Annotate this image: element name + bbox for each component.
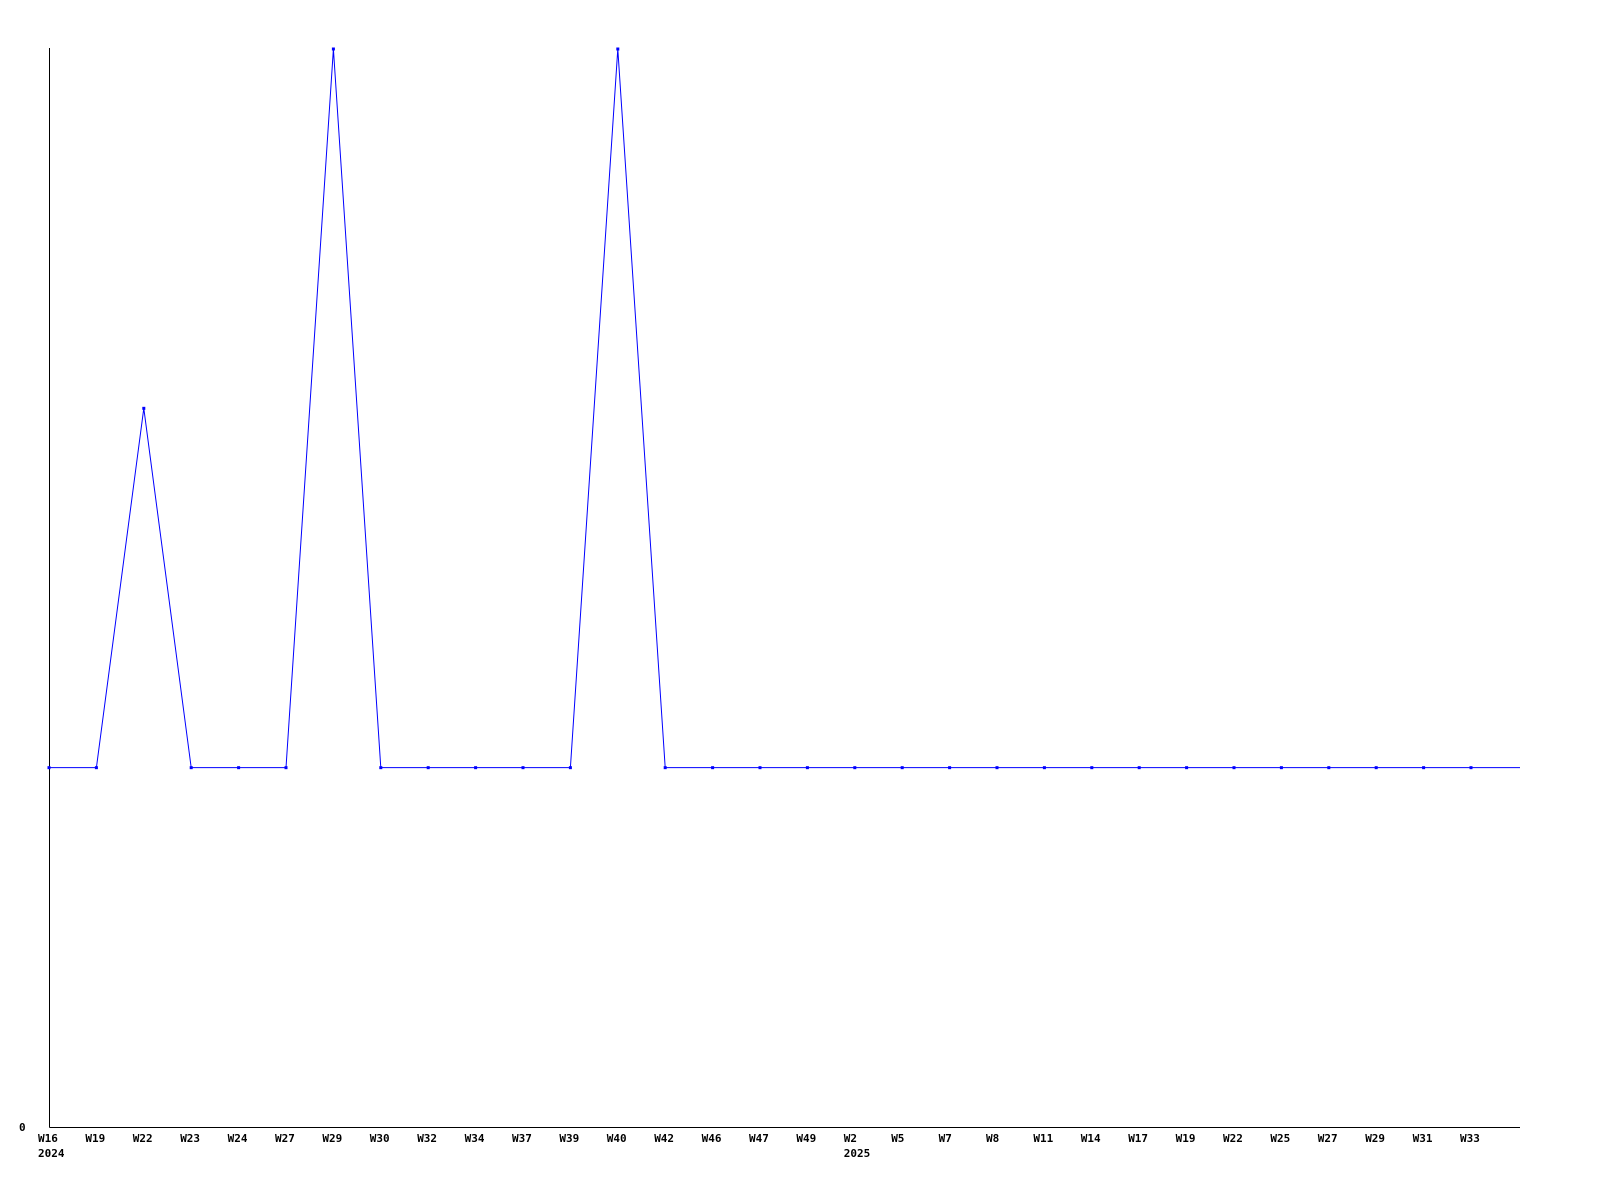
x-tick-label: W29 [1365,1132,1385,1145]
x-tick-label: W46 [702,1132,722,1145]
x-tick-label: W19 [85,1132,105,1145]
data-point [1137,766,1141,770]
x-tick-label: W8 [986,1132,999,1145]
x-tick-label: W33 [1460,1132,1480,1145]
data-point [1042,766,1046,770]
x-tick-label: W34 [465,1132,485,1145]
x-tick-label: W23 [180,1132,200,1145]
data-point [1469,766,1473,770]
data-point [1279,766,1283,770]
series-line [49,48,1520,769]
x-tick-label: W27 [275,1132,295,1145]
data-point [1185,766,1189,770]
data-point [47,766,51,770]
x-tick-label: W19 [1176,1132,1196,1145]
data-point [331,47,335,51]
data-point [189,766,193,770]
data-point [474,766,478,770]
x-tick-label: W40 [607,1132,627,1145]
data-point [711,766,715,770]
x-tick-label: W32 [417,1132,437,1145]
data-point [853,766,857,770]
data-point [94,766,98,770]
data-point [900,766,904,770]
data-point [379,766,383,770]
data-point [758,766,762,770]
x-tick-label: W31 [1413,1132,1433,1145]
data-point [1374,766,1378,770]
data-point [1090,766,1094,770]
data-point [521,766,525,770]
x-tick-label: W7 [939,1132,952,1145]
data-point [426,766,430,770]
data-point [995,766,999,770]
x-tick-label: W24 [228,1132,248,1145]
data-point [142,406,146,410]
x-tick-label: W2 [844,1132,857,1145]
x-tick-label: W37 [512,1132,532,1145]
x-tick-label: W29 [322,1132,342,1145]
x-tick-label: W14 [1081,1132,1101,1145]
x-tick-label: W27 [1318,1132,1338,1145]
data-point [805,766,809,770]
x-tick-label: W11 [1033,1132,1053,1145]
x-tick-label: W42 [654,1132,674,1145]
data-point [1327,766,1331,770]
x-tick-label: W39 [559,1132,579,1145]
x-year-label: 2025 [844,1147,871,1160]
data-point [284,766,288,770]
data-point [616,47,620,51]
data-point [1232,766,1236,770]
x-tick-label: W17 [1128,1132,1148,1145]
x-tick-label: W16 [38,1132,58,1145]
x-tick-label: W25 [1270,1132,1290,1145]
x-tick-label: W22 [133,1132,153,1145]
data-point [568,766,572,770]
x-tick-label: W30 [370,1132,390,1145]
x-tick-label: W22 [1223,1132,1243,1145]
data-point [948,766,952,770]
data-point [237,766,241,770]
x-tick-label: W5 [891,1132,904,1145]
y-tick-label: 0 [19,1121,26,1134]
x-year-label: 2024 [38,1147,65,1160]
data-point [663,766,667,770]
x-tick-label: W49 [796,1132,816,1145]
data-point [1422,766,1426,770]
x-tick-label: W47 [749,1132,769,1145]
